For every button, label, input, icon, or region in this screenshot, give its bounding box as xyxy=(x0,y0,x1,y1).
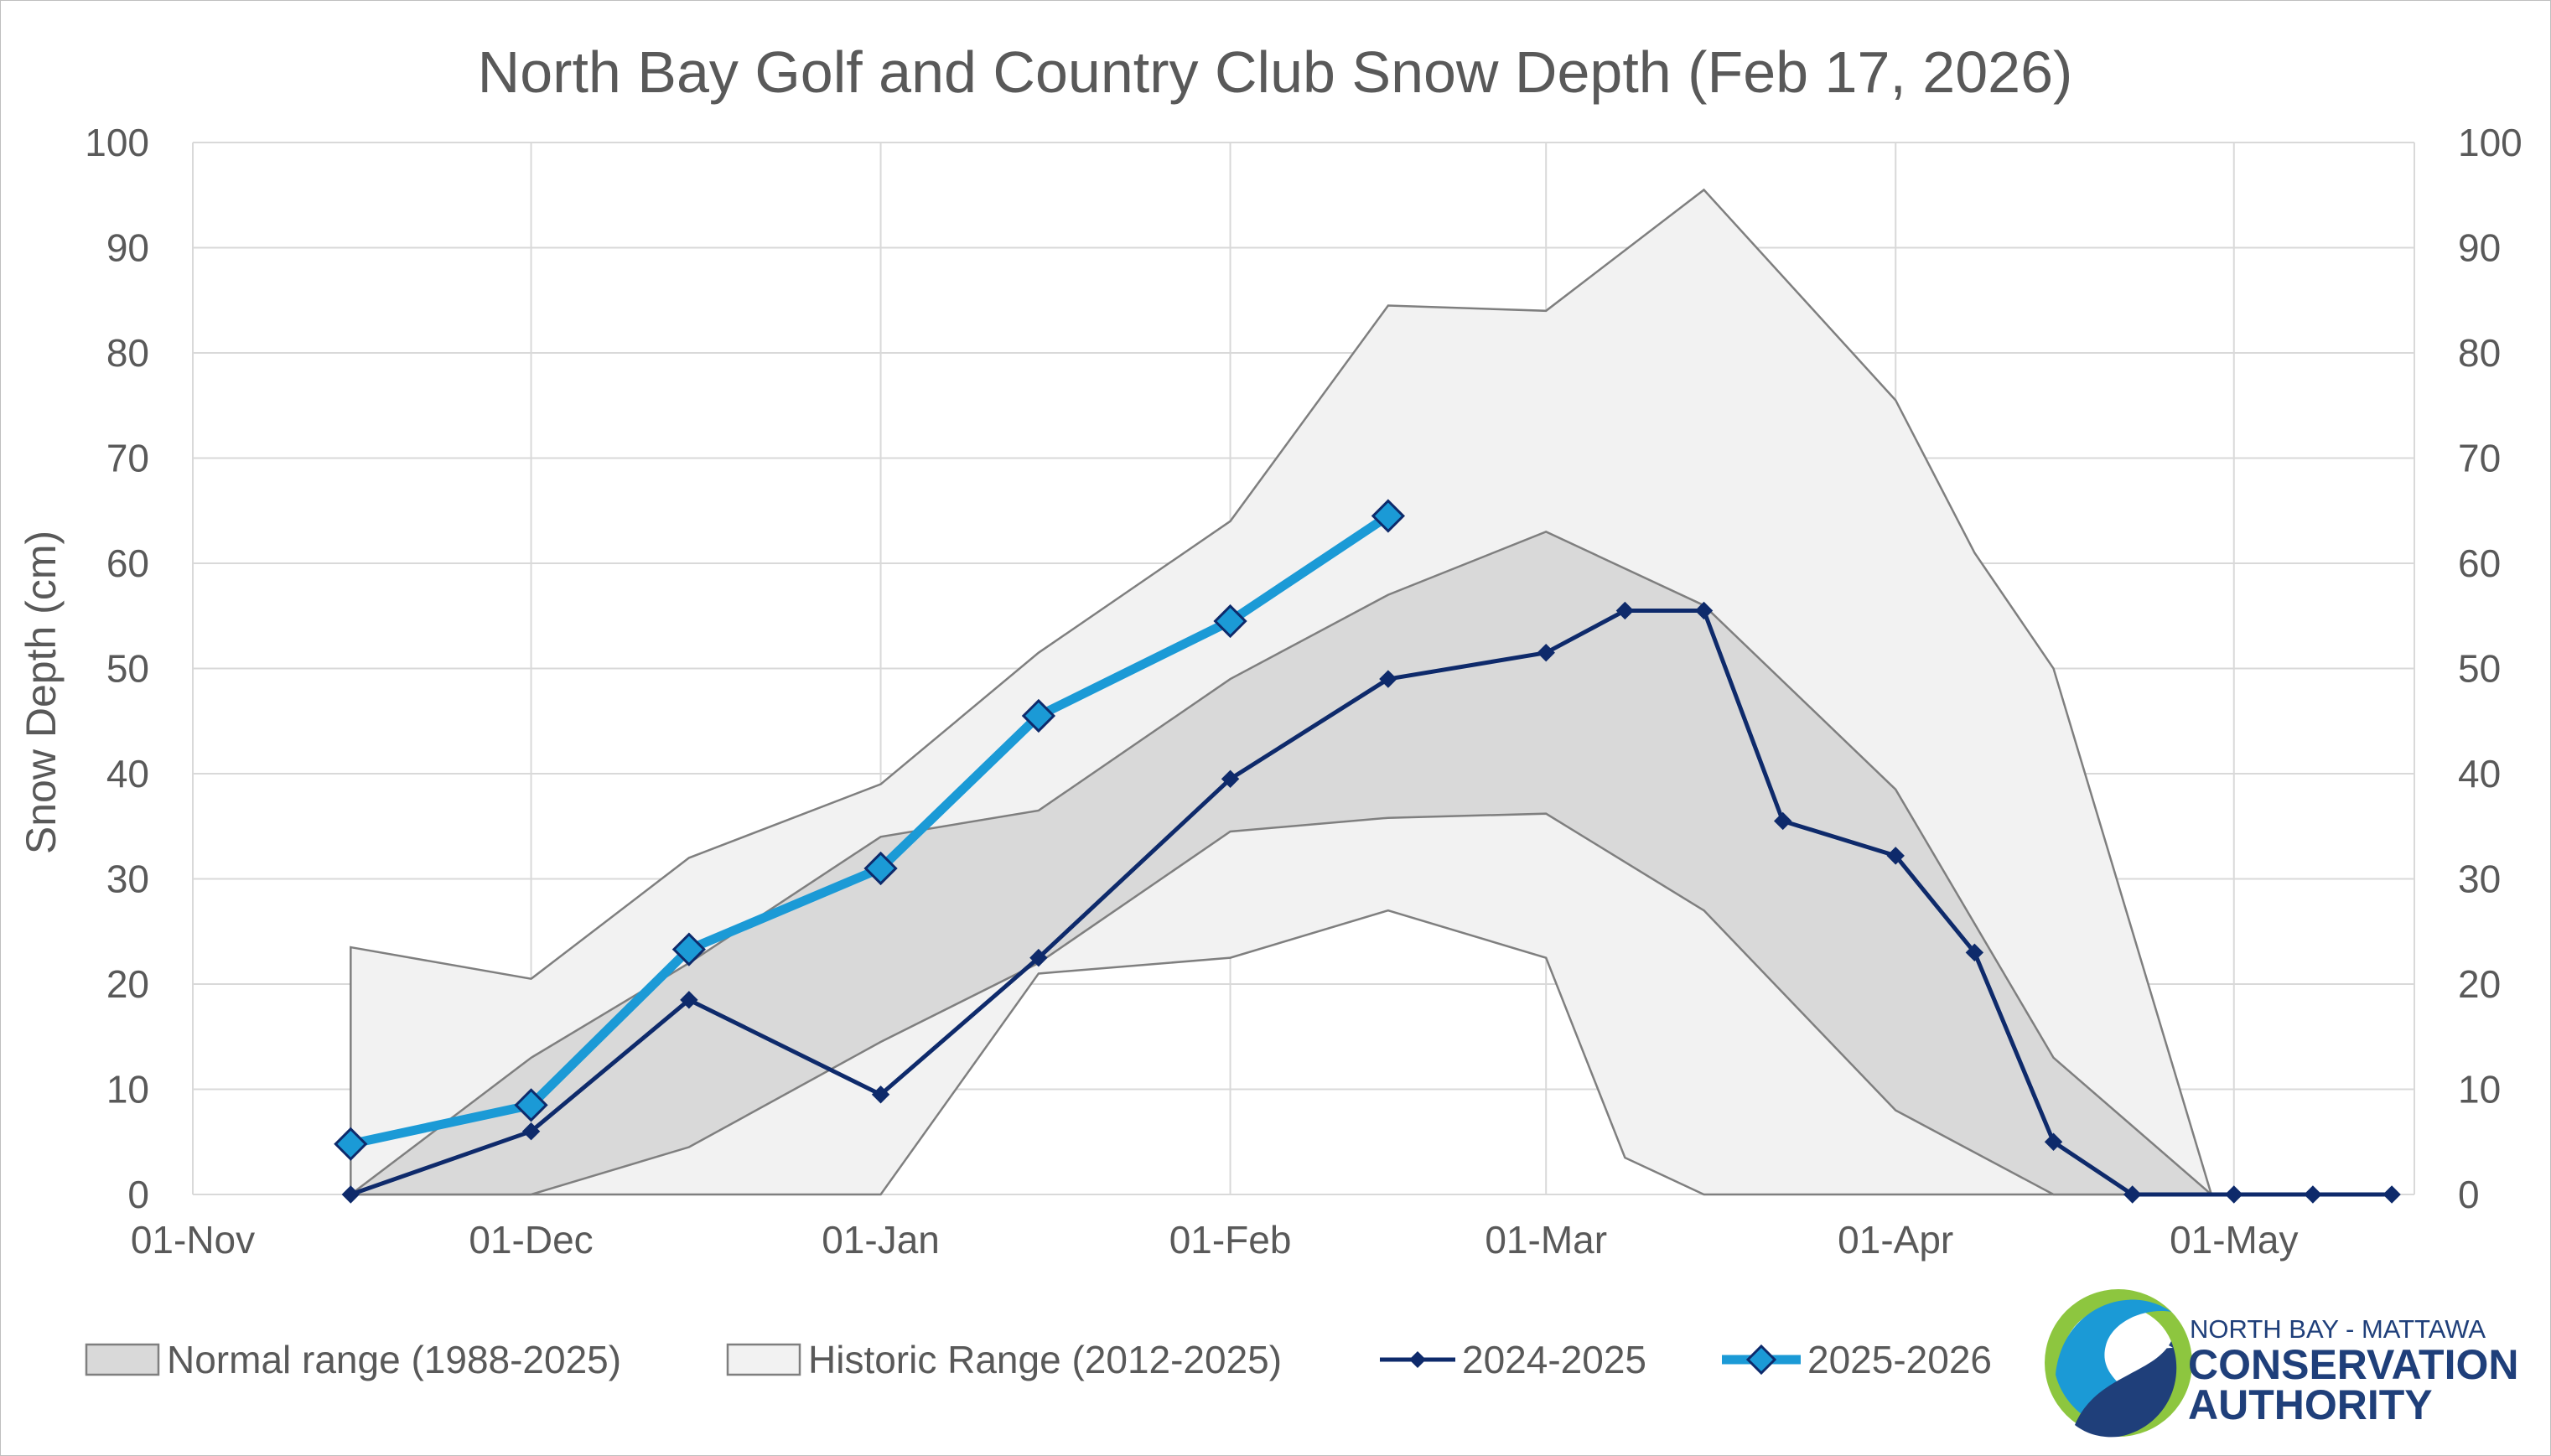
logo-line-3: AUTHORITY xyxy=(2188,1381,2433,1428)
series-2025-2026-point xyxy=(863,851,898,886)
y-tick-label-left: 60 xyxy=(106,541,149,585)
y-tick-label-right: 50 xyxy=(2458,647,2501,691)
y-tick-label-left: 40 xyxy=(106,752,149,795)
legend-label-normal-range: Normal range (1988-2025) xyxy=(167,1338,621,1381)
series-2024-2025-point xyxy=(1537,643,1555,662)
series-2025-2026-point xyxy=(671,932,706,966)
series-2024-2025-point xyxy=(2123,1185,2142,1204)
y-tick-label-left: 70 xyxy=(106,437,149,480)
y-tick-label-left: 80 xyxy=(106,331,149,375)
x-tick-label: 01-Feb xyxy=(1169,1218,1292,1262)
chart-title: North Bay Golf and Country Club Snow Dep… xyxy=(478,39,2073,105)
series-2024-2025-point xyxy=(1029,948,1048,967)
y-tick-label-left: 50 xyxy=(106,647,149,691)
series-lines xyxy=(334,499,2401,1204)
legend-label-2024-2025: 2024-2025 xyxy=(1462,1338,1646,1381)
legend-swatch-2025-2026-marker xyxy=(1745,1344,1777,1376)
legend-swatch-2024-2025-marker xyxy=(1409,1351,1426,1368)
y-tick-label-left: 30 xyxy=(106,858,149,901)
legend-swatch-normal-range xyxy=(85,1343,160,1376)
series-2024-2025-point xyxy=(1615,601,1635,620)
y-tick-label-right: 10 xyxy=(2458,1068,2501,1111)
series-2024-2025-point xyxy=(2382,1185,2401,1204)
y-tick-label-right: 80 xyxy=(2458,331,2501,375)
y-tick-label-right: 30 xyxy=(2458,858,2501,901)
x-tick-label: 01-Dec xyxy=(469,1218,593,1262)
series-2025-2026-point xyxy=(1371,499,1406,533)
y-tick-label-left: 90 xyxy=(106,226,149,270)
series-2024-2025-point xyxy=(1773,811,1792,831)
y-tick-label-right: 100 xyxy=(2458,121,2522,164)
legend-swatch-historic-range xyxy=(726,1343,801,1376)
series-2024-2025-point xyxy=(341,1185,360,1204)
y-axis-right: 0 10 20 30 40 50 60 70 80 90 100 xyxy=(2458,121,2522,1216)
y-tick-label-right: 90 xyxy=(2458,226,2501,270)
legend: Normal range (1988-2025) Historic Range (… xyxy=(85,1338,1992,1381)
y-axis-title: Snow Depth (cm) xyxy=(18,531,65,854)
y-tick-label-right: 40 xyxy=(2458,752,2501,795)
series-2024-2025-point xyxy=(1379,670,1397,688)
series-2024-2025-point xyxy=(1221,769,1240,788)
range-bands xyxy=(347,188,2215,1196)
x-tick-label: 01-Jan xyxy=(822,1218,940,1262)
series-2024-2025-point xyxy=(2225,1185,2243,1204)
series-2024-2025-point xyxy=(2304,1185,2322,1204)
logo-mark-icon xyxy=(2045,1289,2192,1438)
x-tick-label: 01-Mar xyxy=(1485,1218,1607,1262)
logo-line-2: CONSERVATION xyxy=(2188,1341,2518,1388)
y-tick-label-left: 10 xyxy=(106,1068,149,1111)
y-tick-label-right: 70 xyxy=(2458,437,2501,480)
series-2024-2025-point xyxy=(2044,1132,2063,1151)
series-2024-2025-point xyxy=(521,1122,541,1141)
y-tick-label-left: 100 xyxy=(85,121,149,164)
series-2025-2026-point xyxy=(334,1127,368,1161)
series-2025-2026-point xyxy=(1021,698,1056,733)
series-2024-2025-point xyxy=(1965,943,1984,962)
legend-label-historic-range: Historic Range (2012-2025) xyxy=(808,1338,1282,1381)
logo-line-1: NORTH BAY - MATTAWA xyxy=(2190,1314,2486,1344)
series-2025-2026-point xyxy=(514,1088,548,1122)
x-axis: 01-Nov 01-Dec 01-Jan 01-Feb 01-Mar 01-Apr 01-M… xyxy=(131,1218,2299,1262)
series-2024-2025-line xyxy=(350,608,2393,1197)
series-2025-2026-point xyxy=(1213,604,1247,639)
legend-label-2025-2026: 2025-2026 xyxy=(1807,1338,1992,1381)
y-axis-left: 0 10 20 30 40 50 60 70 80 90 100 xyxy=(85,121,149,1216)
y-tick-label-right: 60 xyxy=(2458,541,2501,585)
series-2024-2025-point xyxy=(1694,601,1714,620)
y-tick-label-left: 0 xyxy=(127,1173,149,1216)
y-tick-label-right: 0 xyxy=(2458,1173,2480,1216)
y-tick-label-left: 20 xyxy=(106,962,149,1006)
series-2024-2025-point xyxy=(1886,847,1905,865)
x-tick-label: 01-Nov xyxy=(131,1218,255,1262)
y-tick-label-right: 20 xyxy=(2458,962,2501,1006)
x-tick-label: 01-Apr xyxy=(1838,1218,1953,1262)
conservation-authority-logo: NORTH BAY - MATTAWA CONSERVATION AUTHORI… xyxy=(2045,1289,2518,1438)
series-2024-2025-point xyxy=(871,1086,890,1104)
series-2024-2025-point xyxy=(680,991,698,1009)
x-tick-label: 01-May xyxy=(2170,1218,2298,1262)
